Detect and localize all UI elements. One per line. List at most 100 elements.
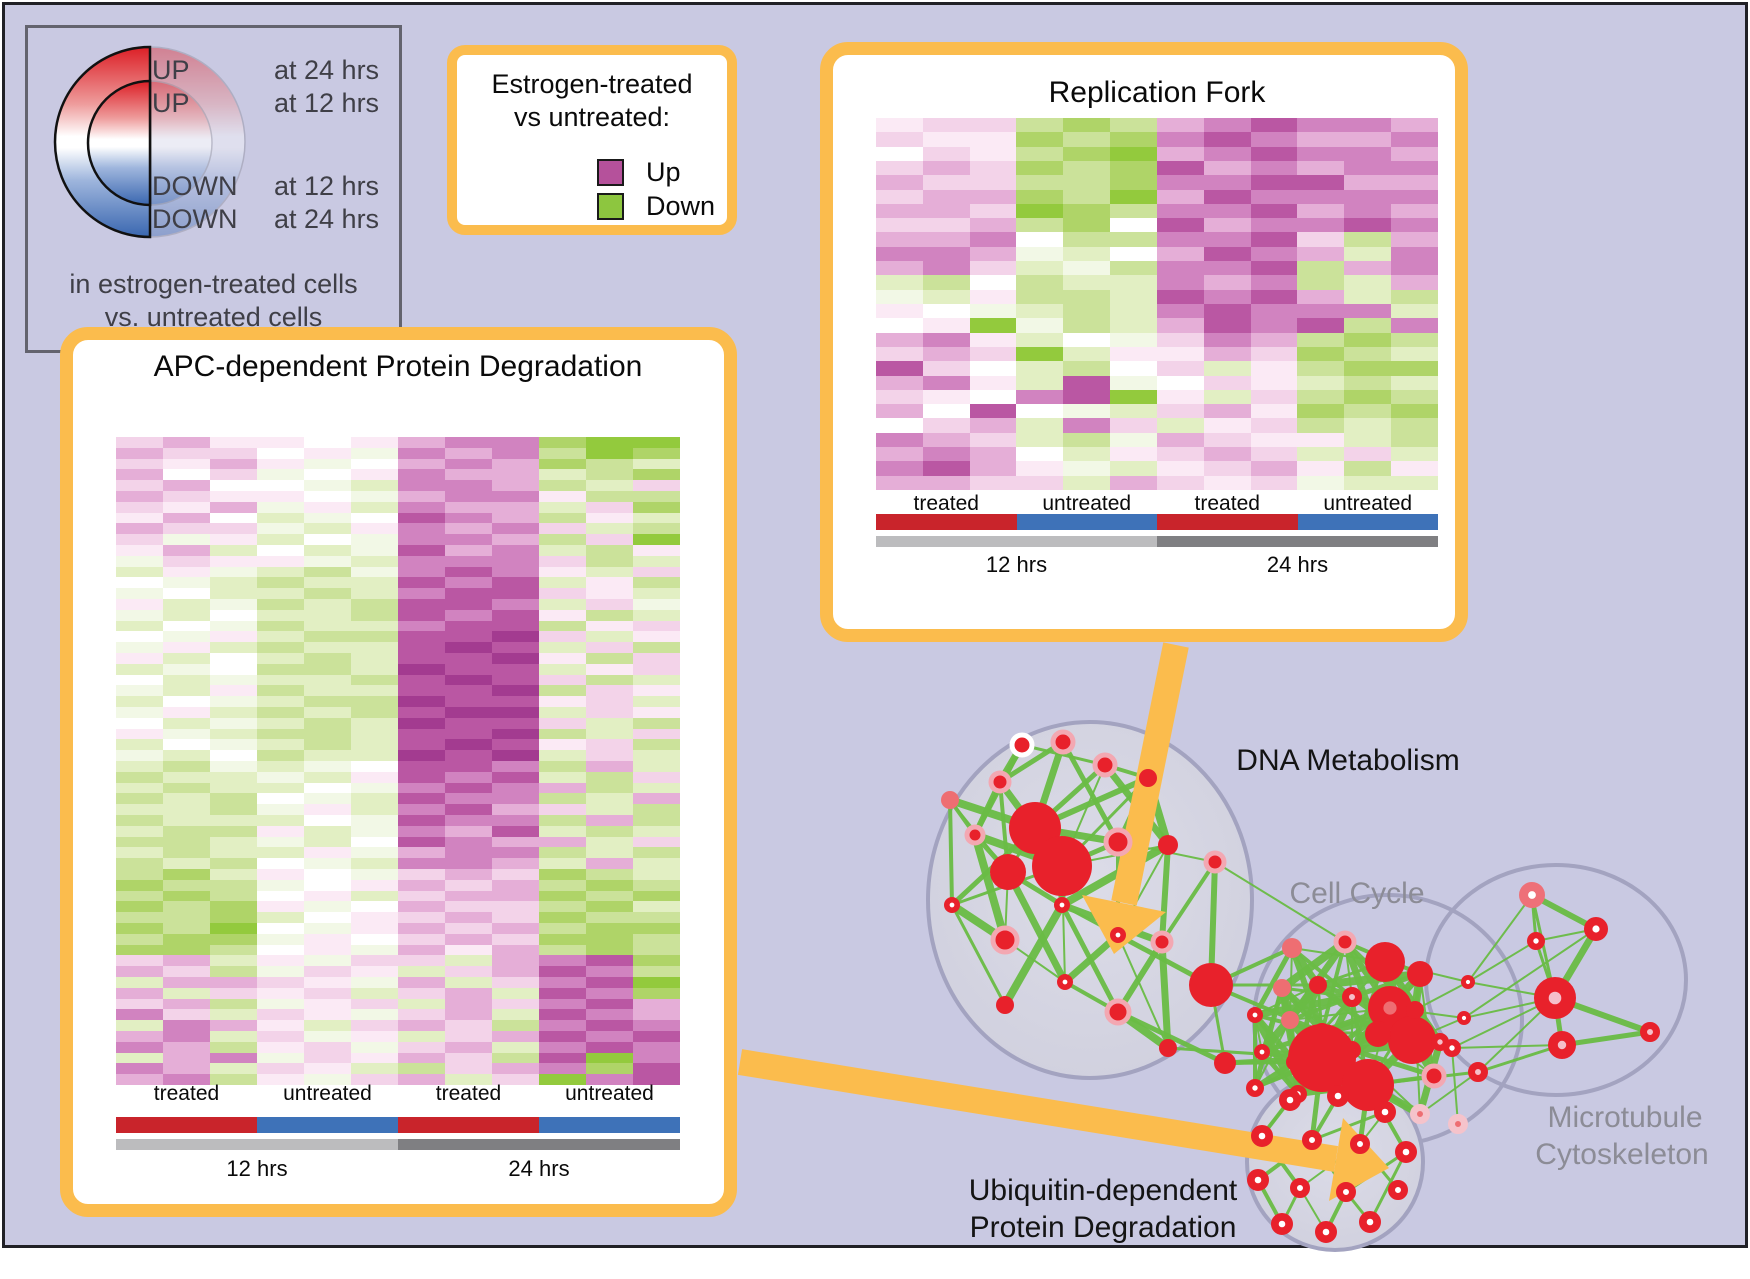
heatmap-cell xyxy=(163,642,210,653)
heatmap-cell xyxy=(539,782,586,794)
heatmap-cell xyxy=(586,1020,633,1031)
heatmap-cell xyxy=(398,836,445,848)
network-node-dna xyxy=(1139,769,1157,787)
heatmap-cell xyxy=(539,933,586,945)
heatmap-cell xyxy=(304,501,351,513)
heatmap-cell xyxy=(1016,304,1064,319)
heatmap-cell xyxy=(586,501,633,513)
heatmap-cell xyxy=(922,346,970,362)
heatmap-cell xyxy=(492,717,539,729)
heatmap-cell xyxy=(1391,132,1438,147)
heatmap-cell xyxy=(586,674,633,686)
heatmap-cell xyxy=(304,491,351,502)
updown-circle-legend xyxy=(53,45,246,239)
heatmap-cell xyxy=(1063,404,1111,419)
heatmap-cell xyxy=(1344,318,1392,333)
heatmap-cell xyxy=(633,642,680,653)
heatmap-cell xyxy=(116,1074,163,1085)
heatmap-cell xyxy=(210,944,257,956)
heatmap-cell xyxy=(116,566,163,578)
heatmap-cell xyxy=(539,912,586,923)
heatmap-cell xyxy=(351,739,398,751)
heatmap-cell xyxy=(351,555,398,567)
heatmap-cell xyxy=(586,869,633,880)
heatmap-cell xyxy=(1391,189,1438,204)
network-node-ub xyxy=(1373,1100,1396,1123)
heatmap-cell xyxy=(163,609,210,621)
heatmap-cell xyxy=(398,944,445,956)
heatmap-cell xyxy=(586,977,633,988)
heatmap-cell xyxy=(210,480,257,491)
heatmap-cell xyxy=(633,588,680,599)
apc-condition-labels: treated untreated treated untreated xyxy=(116,1082,680,1106)
apc-time-bars xyxy=(116,1139,680,1150)
heatmap-cell xyxy=(351,879,398,891)
time-bar-24hrs xyxy=(398,1139,680,1150)
heatmap-cell xyxy=(586,1063,633,1075)
network-node-dna xyxy=(941,791,959,809)
heatmap-cell xyxy=(398,545,445,556)
untreated-bar xyxy=(539,1117,680,1133)
heatmap-cell xyxy=(1063,475,1111,490)
heatmap-cell xyxy=(492,685,539,697)
heatmap-cell xyxy=(304,588,351,599)
heatmap-cell xyxy=(969,275,1017,290)
heatmap-cell xyxy=(304,1009,351,1021)
heatmap-cell xyxy=(304,631,351,643)
heatmap-cell xyxy=(116,555,163,567)
heatmap-cell xyxy=(1110,375,1157,390)
heatmap-cell xyxy=(633,674,680,686)
heatmap-cell xyxy=(633,944,680,956)
network-node-cc xyxy=(1367,986,1412,1031)
heatmap-cell xyxy=(539,761,586,772)
heatmap-cell xyxy=(633,782,680,794)
heatmap-cell xyxy=(163,555,210,567)
heatmap-cell xyxy=(1391,418,1438,433)
heatmap-cell xyxy=(1391,203,1438,219)
heatmap-cell xyxy=(1391,475,1438,490)
microtubule-label-line2: Cytoskeleton xyxy=(1535,1138,1708,1171)
heatmap-cell xyxy=(163,437,210,448)
heatmap-cell xyxy=(210,566,257,578)
treated-bar xyxy=(876,514,1017,530)
network-edge xyxy=(1451,1044,1563,1049)
heatmap-cell xyxy=(1250,375,1298,390)
heatmap-cell xyxy=(633,793,680,805)
heatmap-cell xyxy=(445,728,492,740)
heatmap-cell xyxy=(633,804,680,815)
heatmap-cell xyxy=(1110,361,1157,376)
heatmap-cell xyxy=(1391,261,1438,276)
legend-item-down: Down xyxy=(597,193,715,220)
heatmap-cell xyxy=(116,901,163,913)
heatmap-cell xyxy=(210,1063,257,1075)
heatmap-cell xyxy=(633,631,680,643)
heatmap-cell xyxy=(1203,332,1251,347)
network-node-mt xyxy=(1533,976,1576,1019)
heatmap-cell xyxy=(492,847,539,859)
heatmap-cell xyxy=(445,653,492,664)
heatmap-cell xyxy=(539,685,586,697)
heatmap-cell xyxy=(539,717,586,729)
heatmap-cell xyxy=(398,923,445,934)
heatmap-cell xyxy=(351,1074,398,1085)
heatmap-cell xyxy=(163,1031,210,1042)
heatmap-cell xyxy=(1156,304,1204,319)
heatmap-cell xyxy=(116,977,163,988)
heatmap-cell xyxy=(304,566,351,578)
heatmap-cell xyxy=(1297,389,1345,405)
heatmap-cell xyxy=(1297,418,1345,433)
heatmap-cell xyxy=(1250,432,1298,448)
heatmap-cell xyxy=(398,491,445,502)
heatmap-cell xyxy=(304,987,351,999)
heatmap-cell xyxy=(539,890,586,902)
heatmap-cell xyxy=(586,761,633,772)
heatmap-cell xyxy=(1250,118,1298,133)
heatmap-cell xyxy=(1016,361,1064,376)
heatmap-cell xyxy=(304,858,351,869)
network-node-cc xyxy=(1365,942,1405,982)
heatmap-cell xyxy=(116,750,163,761)
network-node-ub xyxy=(1250,1124,1273,1147)
heatmap-cell xyxy=(398,1031,445,1042)
heatmap-cell xyxy=(1203,261,1251,276)
